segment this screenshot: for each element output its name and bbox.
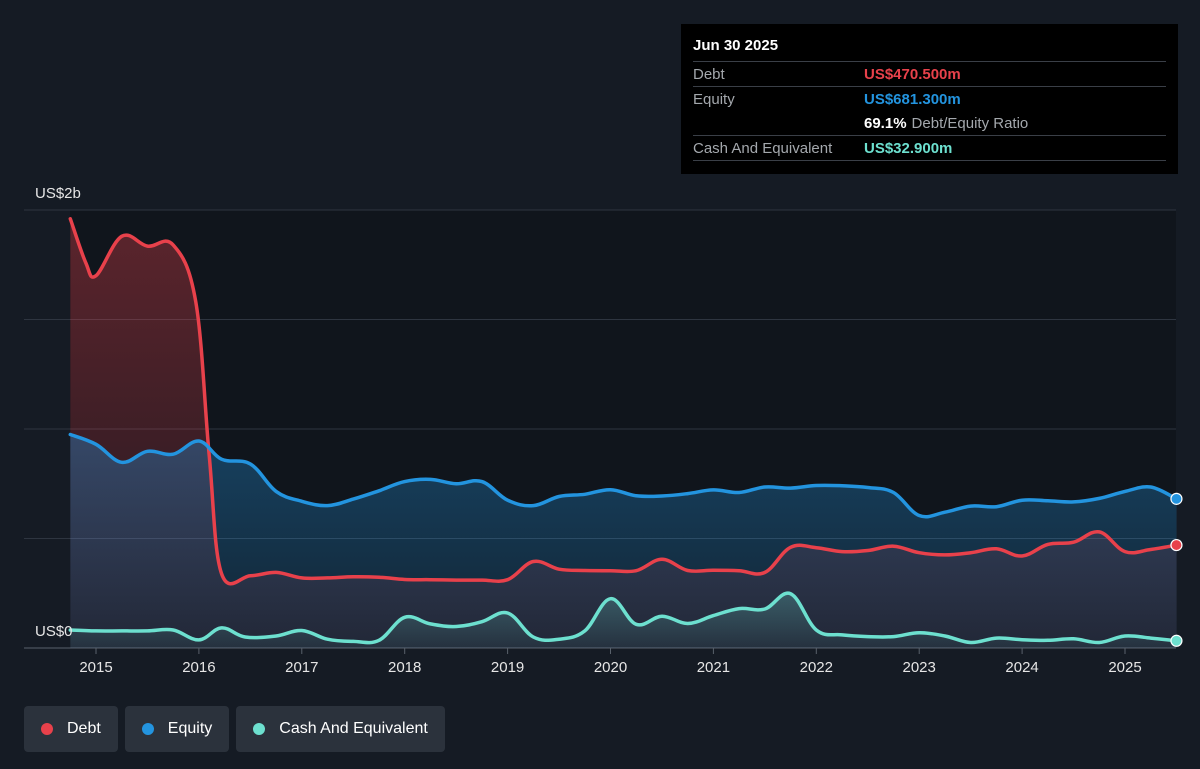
x-tick-label-2016: 2016 [182, 659, 215, 676]
debt-line [68, 217, 1179, 586]
x-tick-label-2020: 2020 [594, 659, 627, 676]
x-tick-label-2022: 2022 [800, 659, 833, 676]
debt-dot-icon [41, 723, 53, 735]
x-axis-ticks: 2015 2016 2017 2018 2019 2020 2021 2022 2023 2024… [79, 648, 1142, 676]
series-end-dots [1170, 492, 1183, 647]
tooltip-ratio-value: 69.1% [864, 114, 907, 132]
cash-and-equivalent-end-point[interactable] [1170, 634, 1183, 647]
x-tick-label-2017: 2017 [285, 659, 318, 676]
tooltip-date: Jun 30 2025 [693, 37, 779, 54]
x-tick-label-2021: 2021 [697, 659, 730, 676]
x-tick-label-2023: 2023 [903, 659, 936, 676]
tooltip-row-cash: Cash And Equivalent US$32.900m [693, 135, 1166, 161]
tooltip-cash-value: US$32.900m [864, 139, 953, 157]
y-axis-bottom-label: US$0 [35, 623, 73, 640]
legend-equity-label: Equity [167, 720, 213, 737]
equity-dot-icon [141, 723, 154, 735]
legend-cash-label: Cash And Equivalent [279, 720, 428, 737]
tooltip-ratio-label: Debt/Equity Ratio [911, 114, 1029, 132]
cash-and-equivalent-line [68, 591, 1179, 645]
cash-and-equivalent-area [70, 593, 1177, 648]
chart-legend: Debt Equity Cash And Equivalent [24, 706, 445, 752]
x-tick-label-2018: 2018 [388, 659, 421, 676]
tooltip-equity-value: US$681.300m [864, 90, 961, 108]
equity-area [70, 434, 1177, 648]
legend-item-debt[interactable]: Debt [24, 706, 118, 752]
tooltip-cash-label: Cash And Equivalent [693, 139, 833, 157]
equity-line [68, 432, 1179, 519]
equity-end-point[interactable] [1170, 492, 1183, 505]
tooltip-debt-label: Debt [693, 65, 725, 83]
tooltip-debt-value: US$470.500m [864, 65, 961, 83]
legend-item-equity[interactable]: Equity [124, 706, 230, 752]
debt-end-point[interactable] [1170, 538, 1183, 552]
tooltip-equity-label: Equity [693, 90, 735, 108]
cash-dot-icon [253, 723, 266, 735]
x-tick-label-2015: 2015 [79, 659, 112, 676]
series-areas [70, 218, 1177, 649]
tooltip-row-debt: Debt US$470.500m [693, 61, 1166, 86]
legend-item-cash[interactable]: Cash And Equivalent [236, 706, 445, 752]
x-tick-label-2025: 2025 [1108, 659, 1141, 676]
x-tick-label-2024: 2024 [1005, 659, 1038, 676]
legend-debt-label: Debt [67, 720, 101, 737]
y-axis-top-label: US$2b [35, 185, 81, 202]
tooltip-panel: Jun 30 2025 Debt US$470.500m Equity US$6… [681, 24, 1178, 174]
tooltip-row-equity: Equity US$681.300m [693, 86, 1166, 111]
x-tick-label-2019: 2019 [491, 659, 524, 676]
tooltip-row-ratio: 69.1% Debt/Equity Ratio [693, 111, 1166, 135]
series-lines [68, 217, 1179, 645]
